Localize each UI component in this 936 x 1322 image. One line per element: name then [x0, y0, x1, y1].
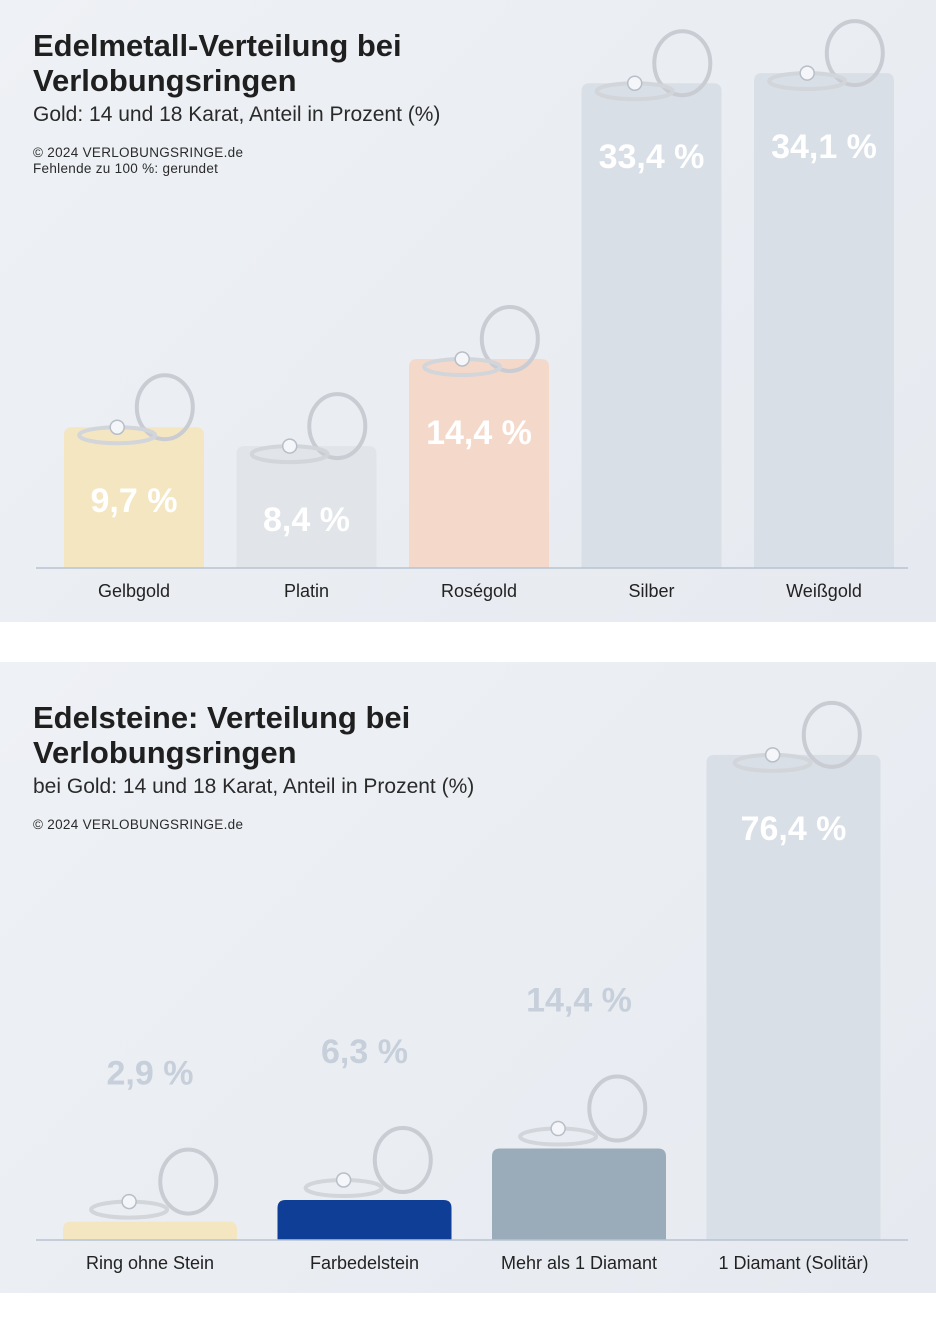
ring-illustration — [801, 700, 862, 769]
ring-illustration — [652, 29, 713, 98]
ring-illustration — [454, 351, 470, 367]
x-tick-label: Gelbgold — [98, 581, 170, 601]
x-tick-label: Platin — [284, 581, 329, 601]
subtitle: Gold: 14 und 18 Karat, Anteil in Prozent… — [33, 103, 441, 126]
value-label: 9,7 % — [91, 482, 178, 520]
x-tick-label: Farbedelstein — [310, 1253, 419, 1273]
bar — [236, 446, 377, 568]
x-tick-label: Weißgold — [786, 581, 862, 601]
value-label: 14,4 % — [426, 414, 532, 452]
value-label: 2,9 % — [107, 1055, 194, 1093]
ring-illustration — [587, 1074, 648, 1143]
ring-illustration — [824, 19, 885, 88]
ring-illustration — [479, 304, 540, 373]
bar — [706, 754, 881, 1240]
ring-illustration — [626, 75, 643, 91]
value-label: 14,4 % — [526, 982, 632, 1020]
value-label: 8,4 % — [263, 501, 350, 539]
x-tick-label: Silber — [628, 581, 674, 601]
ring-illustration — [307, 392, 368, 461]
ring-illustration — [109, 419, 125, 435]
value-label: 76,4 % — [741, 810, 847, 848]
bar — [63, 1221, 237, 1240]
ring-illustration — [764, 747, 781, 763]
source: © 2024 VERLOBUNGSRINGE.de — [33, 145, 244, 160]
bar — [581, 83, 722, 569]
bar — [492, 1148, 666, 1240]
x-tick-label: Mehr als 1 Diamant — [501, 1253, 657, 1273]
x-tick-label: Roségold — [441, 581, 517, 601]
value-label: 34,1 % — [771, 128, 877, 166]
ring-illustration — [158, 1147, 219, 1216]
subtitle: bei Gold: 14 und 18 Karat, Anteil in Pro… — [33, 775, 475, 798]
ring-illustration — [799, 65, 815, 81]
ring-illustration — [121, 1193, 137, 1210]
ring-illustration — [335, 1172, 352, 1188]
bar — [754, 73, 894, 568]
value-label: 33,4 % — [599, 138, 705, 176]
x-tick-label: Ring ohne Stein — [86, 1253, 214, 1273]
value-label: 6,3 % — [321, 1033, 408, 1071]
bar — [409, 358, 549, 568]
x-tick-label: 1 Diamant (Solitär) — [718, 1253, 868, 1273]
ring-illustration — [281, 438, 298, 454]
chart-title: Edelsteine: Verteilung bei Verlobungsrin… — [33, 700, 411, 770]
chart-title: Edelmetall-Verteilung bei Verlobungsring… — [33, 28, 402, 98]
ring-illustration — [550, 1120, 566, 1137]
ring-illustration — [134, 373, 195, 442]
note: Fehlende zu 100 %: gerundet — [33, 161, 219, 176]
bar — [64, 427, 204, 568]
ring-illustration — [372, 1125, 433, 1194]
bar — [277, 1199, 452, 1240]
source: © 2024 VERLOBUNGSRINGE.de — [33, 817, 244, 832]
